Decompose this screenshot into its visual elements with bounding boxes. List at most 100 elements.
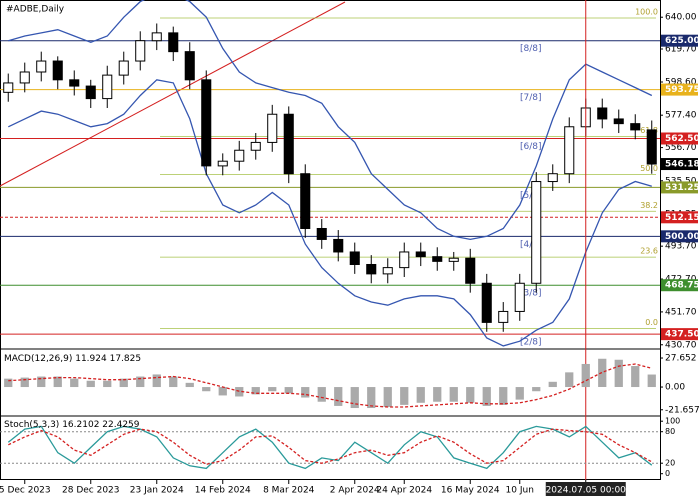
price-tag [661,83,698,96]
x-tick-label: 5 Dec 2023 [0,486,51,496]
y-tick-label: 100 [665,417,680,426]
candle-body [366,263,377,275]
fib-label: 100.0 [635,7,658,16]
y-tick-label: 535.50 [665,176,697,186]
y-tick-label: 0.00 [665,383,685,393]
fib-label: 0.0 [645,318,658,327]
x-tick-label: 23 Jan 2024 [130,486,184,496]
candle-body [316,227,327,240]
candle-body [234,149,245,162]
price-tag [661,279,698,292]
candle-body [465,257,476,284]
y-tick-label: 493.70 [665,242,697,252]
band-line [8,0,653,241]
candle-body [498,310,509,323]
candle-body [201,79,212,167]
fib-label: 23.6 [640,247,658,256]
candle-body [514,282,525,312]
candle-body [3,82,14,93]
fib-label: 50.0 [640,164,658,173]
price-tag [661,211,698,224]
indicator-title: Stoch(5,3,3) 16.2102 22.4259 [4,420,140,430]
price-tag [661,132,698,145]
y-tick-label: 0 [665,469,670,478]
level-tag: [5/8] [520,191,542,201]
y-tick-label: 556.70 [665,143,697,153]
chart-title: #ADBE,Daily [6,5,65,15]
price-tag-label: 531.25 [665,183,700,193]
x-tick-label: 28 Dec 2023 [62,486,120,496]
y-tick-label: 80 [665,427,675,436]
candle-body [630,123,641,131]
candle-body [283,113,294,175]
candle-body [102,74,113,100]
level-tag: [6/8] [520,142,542,152]
candle-body [267,113,278,143]
x-tick-label: 8 Mar 2024 [263,486,315,496]
candle-body [448,257,459,262]
macd-signal [8,363,652,408]
y-tick-label: 27.652 [665,354,697,364]
candle-body [333,238,344,253]
x-tick-label: 10 Jun [506,486,534,496]
level-tag: [2/8] [520,338,542,348]
candle-body [399,251,410,269]
candle-body [69,79,80,87]
indicator-value: 11.924 [75,354,107,364]
indicator-value: 22.4259 [102,420,139,430]
candle-body [52,60,63,81]
y-tick-label: 577.40 [665,111,697,121]
indicator-value: 17.825 [110,354,142,364]
stoch-signal [8,428,653,465]
y-tick-label: 451.70 [665,307,697,317]
candle-body [382,267,393,275]
candle-body [135,40,146,62]
level-tag: [8/8] [520,44,542,54]
stoch-main [7,425,653,470]
indicator-value: Stoch(5,3,3) [4,420,59,430]
candle-body [597,107,608,120]
level-tag: [4/8] [520,240,542,250]
candle-body [118,60,129,76]
cursor-date-bg [545,482,626,496]
y-tick-label: 430.70 [665,340,697,350]
y-tick-label: 640.00 [665,13,697,23]
y-tick-label: 619.70 [665,44,697,54]
candle-body [531,181,542,284]
current-price-tag [661,158,698,171]
price-tag-label: 593.75 [665,85,700,95]
price-tag-label: 512.15 [665,213,700,223]
y-tick-label: 20 [665,459,675,468]
candle-body [184,51,195,81]
price-tag [661,34,698,47]
indicator-value: MACD(12,26,9) [4,354,72,364]
candle-body [432,256,443,262]
candle-body [547,173,558,183]
price-tag-label: 500.00 [665,232,700,242]
price-tag-label: 562.50 [665,134,700,144]
candle-body [217,160,228,167]
candle-body [168,32,179,53]
candle-body [36,60,47,73]
candle-body [300,173,311,229]
x-tick-label: 2 Apr 2024 [330,486,380,496]
price-tag [661,181,698,194]
price-tag-label: 437.50 [665,330,700,340]
candle-body [349,251,360,265]
candle-body [85,85,96,100]
candle-body [481,282,492,323]
x-tick-label: 2024.07.05 00:00 [546,486,627,496]
x-tick-label: 16 May 2024 [441,486,500,496]
y-tick-label: -21.657 [665,405,700,415]
x-tick-label: 14 Feb 2024 [195,486,251,496]
x-tick-label: 24 Apr 2024 [376,486,432,496]
level-tag: [3/8] [520,289,542,299]
trend-line [0,1,346,187]
current-price-label: 546.18 [665,160,700,170]
candle-body [151,32,162,42]
candle-body [613,118,624,125]
indicator-value: 16.2102 [62,420,99,430]
candle-body [19,71,30,84]
price-tag-label: 625.00 [665,36,700,46]
